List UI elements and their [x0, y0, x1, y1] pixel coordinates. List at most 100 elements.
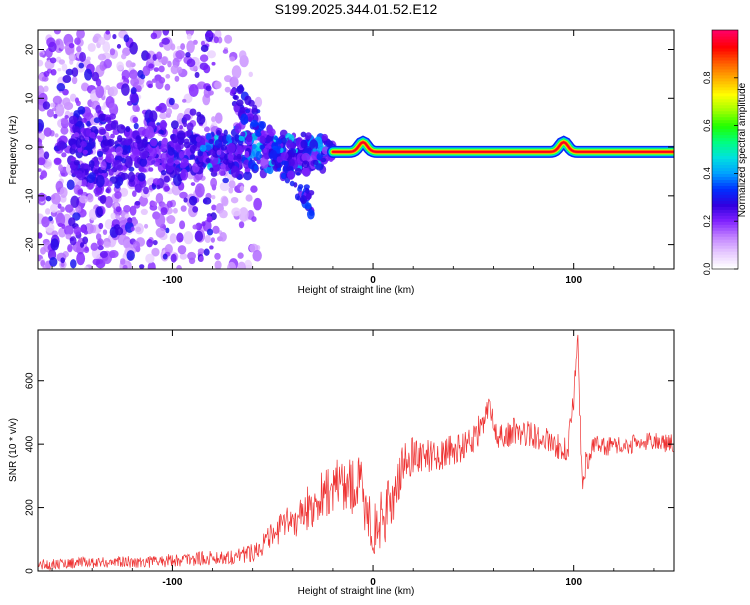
spectrogram-cell: [165, 107, 173, 116]
colorbar-strip: [712, 50, 738, 55]
spectrogram-y-ticks: -20 -10 0 10 20: [25, 44, 674, 252]
spectrogram-cells: [38, 30, 337, 269]
spectrogram-cell: [178, 150, 185, 159]
spectrogram-cell: [159, 119, 167, 131]
spectrogram-cell: [140, 74, 146, 80]
spectrogram-cell: [113, 159, 122, 170]
spectrogram-cell: [175, 49, 185, 60]
spectrogram-cell: [162, 253, 168, 260]
spectrogram-cell: [44, 208, 51, 215]
spectrogram-cell: [53, 30, 61, 35]
colorbar-strip: [712, 47, 738, 52]
spectrogram-x-tick-label-0: -100: [162, 275, 182, 286]
spectrogram-cell: [163, 175, 170, 183]
spectrogram-y-label: Frequency (Hz): [8, 116, 19, 185]
spectrogram-cell: [43, 127, 52, 137]
spectrogram-cell: [62, 97, 71, 107]
colorbar-strip: [712, 134, 738, 139]
spectrogram-cell: [93, 187, 102, 195]
spectrogram-cell: [58, 59, 65, 65]
spectrogram-cell: [60, 126, 69, 135]
spectrogram-cell: [298, 184, 304, 190]
spectrogram-cell: [288, 158, 295, 167]
spectrogram-cell: [185, 52, 191, 58]
spectrogram-cell: [114, 191, 122, 199]
spectrogram-cell: [38, 192, 46, 202]
spectrogram-cell: [240, 131, 246, 138]
spectrogram-cell: [231, 65, 242, 79]
spectrogram-cell: [168, 97, 175, 106]
colorbar-strip: [712, 200, 738, 204]
spectrogram-cell: [226, 134, 232, 143]
spectrogram-cell: [214, 81, 222, 90]
spectrogram-cell: [110, 212, 116, 220]
spectrogram-cell: [275, 138, 282, 145]
spectrogram-cell: [57, 203, 62, 209]
spectrogram-cell: [188, 257, 196, 265]
spectrogram-cell: [121, 53, 127, 60]
colorbar-strip: [712, 149, 738, 154]
spectrogram-cell: [233, 94, 239, 101]
spectrogram-cell: [206, 215, 213, 223]
spectrogram-cell: [90, 242, 99, 251]
colorbar-strip: [712, 32, 738, 37]
spectrogram-cell: [255, 151, 262, 161]
spectrogram-cell: [146, 238, 154, 248]
spectrogram-x-label: Height of straight line (km): [298, 285, 415, 296]
spectrogram-cell: [155, 227, 166, 238]
spectrogram-cell: [179, 162, 187, 169]
spectrogram-cell: [128, 166, 135, 172]
spectrogram-cell: [142, 186, 149, 195]
spectrogram-cell: [208, 148, 216, 156]
spectrogram-cell: [259, 135, 266, 144]
spectrogram-cell: [126, 250, 135, 261]
spectrogram-cell: [116, 134, 123, 143]
spectrogram-cell: [188, 195, 198, 206]
spectrogram-cell: [97, 150, 104, 158]
colorbar-strip: [712, 119, 738, 124]
colorbar-strip: [712, 260, 738, 264]
spectrogram-cell: [38, 232, 43, 239]
spectrogram-cell: [61, 152, 67, 158]
spectrogram-cell: [41, 75, 49, 82]
spectrogram-cell: [131, 216, 137, 221]
spectrogram-cell: [49, 203, 58, 213]
spectrogram-cell: [150, 32, 158, 40]
spectrogram-cell: [312, 159, 319, 165]
spectrogram-cell: [166, 215, 176, 225]
colorbar-strip: [712, 44, 738, 49]
spectrogram-cell: [250, 185, 258, 193]
spectrogram-cell: [325, 140, 334, 148]
spectrogram-cell: [208, 139, 214, 145]
spectrogram-cell: [255, 130, 262, 137]
colorbar-strip: [712, 218, 738, 222]
spectrogram-cell: [152, 239, 158, 246]
spectrogram-cell: [222, 177, 229, 184]
spectrogram-cell: [186, 58, 196, 68]
spectrogram-cell: [267, 128, 276, 137]
spectrogram-cell: [186, 33, 192, 40]
spectrogram-cell: [149, 138, 158, 147]
colorbar-strip: [712, 212, 738, 216]
spectrogram-cell: [161, 37, 170, 45]
spectrogram-cell: [109, 251, 116, 259]
spectrogram-cell: [39, 52, 44, 58]
spectrogram-cell: [73, 110, 81, 118]
spectrogram-cell: [79, 52, 87, 62]
spectrogram-cell: [115, 206, 122, 213]
colorbar: 0.0 0.2 0.4 0.6 0.8 Normalized spectral ampl…: [702, 29, 748, 275]
spectrogram-cell: [196, 114, 206, 125]
spectrogram-cell: [81, 179, 87, 187]
spectrogram-cell: [133, 122, 139, 130]
spectrogram-cell: [162, 30, 170, 36]
chart-title: S199.2025.344.01.52.E12: [275, 1, 438, 17]
spectrogram-cell: [38, 157, 46, 166]
spectrogram-cell: [84, 266, 89, 269]
spectrogram-cell: [137, 172, 146, 182]
colorbar-strip: [712, 263, 738, 267]
spectrogram-cell: [165, 74, 171, 79]
colorbar-strip: [712, 110, 738, 115]
spectrogram-cell: [237, 252, 244, 259]
spectrogram-cell: [75, 170, 84, 179]
spectrogram-cell: [108, 169, 114, 176]
